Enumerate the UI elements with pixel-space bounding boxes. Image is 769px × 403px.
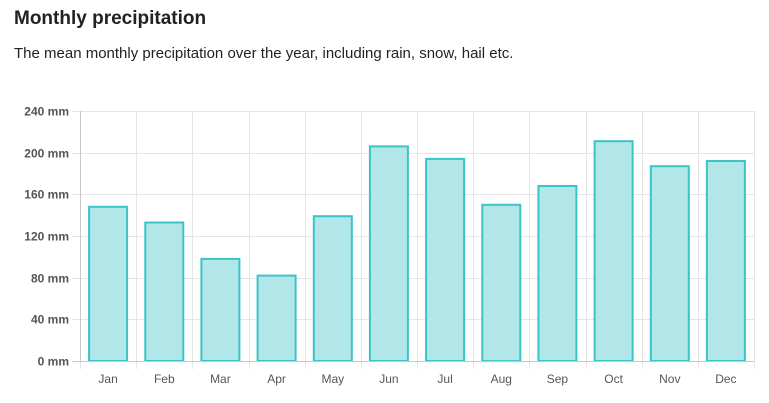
- bar-feb: [144, 221, 185, 362]
- x-category-label: May: [321, 372, 344, 386]
- y-tick-label: 120 mm: [24, 230, 69, 244]
- x-category-label: Jan: [98, 372, 117, 386]
- x-category-label: Mar: [210, 372, 231, 386]
- bar-apr: [256, 274, 297, 363]
- x-category-label: Sep: [547, 372, 569, 386]
- x-category-label: Nov: [659, 372, 680, 386]
- bars: [88, 140, 746, 363]
- bar-jul: [425, 157, 466, 362]
- bar-dec: [705, 160, 746, 362]
- bar-sep: [537, 185, 578, 362]
- chart-title: Monthly precipitation: [14, 8, 207, 29]
- bar-mar: [200, 257, 241, 362]
- bar-jun: [368, 145, 409, 362]
- x-category-label: Feb: [154, 372, 175, 386]
- x-category-label: Dec: [715, 372, 736, 386]
- x-category-label: Jul: [437, 372, 452, 386]
- axes: [72, 111, 754, 362]
- y-tick-labels: 0 mm 40 mm 80 mm 120 mm 160 mm 200 mm 240 mm: [24, 105, 69, 369]
- y-tick-label: 240 mm: [24, 105, 69, 119]
- x-category-labels: Jan Feb Mar Apr May Jun Jul Aug Sep Oct Nov Dec: [98, 372, 736, 386]
- bar-jan: [88, 205, 129, 362]
- y-tick-label: 80 mm: [31, 272, 69, 286]
- x-category-label: Aug: [491, 372, 512, 386]
- chart-subtitle: The mean monthly precipitation over the …: [14, 45, 514, 62]
- y-tick-label: 160 mm: [24, 188, 69, 202]
- x-category-label: Apr: [267, 372, 286, 386]
- x-category-label: Jun: [379, 372, 398, 386]
- y-tick-label: 0 mm: [38, 355, 69, 369]
- bar-nov: [649, 165, 690, 362]
- bar-oct: [593, 140, 634, 362]
- y-tick-label: 200 mm: [24, 147, 69, 161]
- x-category-label: Oct: [604, 372, 623, 386]
- bar-may: [312, 215, 353, 362]
- bar-aug: [481, 203, 522, 363]
- y-tick-label: 40 mm: [31, 313, 69, 327]
